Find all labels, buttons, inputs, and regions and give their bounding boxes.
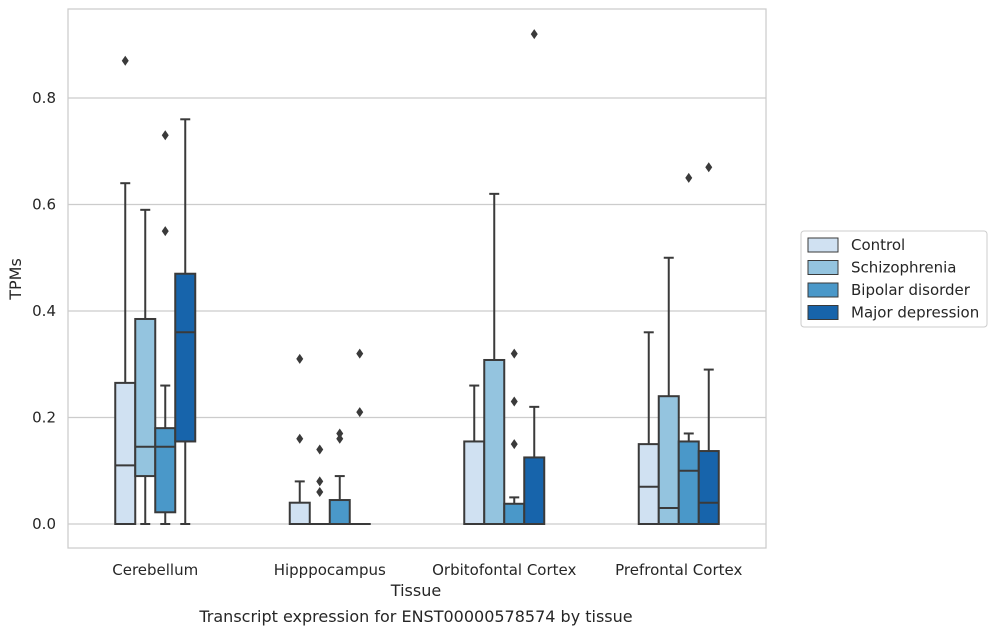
legend-swatch (807, 260, 839, 275)
legend-label: Bipolar disorder (851, 281, 971, 299)
box-0-1 (288, 353, 311, 526)
outlier-point (510, 348, 518, 359)
iqr-box (463, 440, 486, 525)
chart-caption: Transcript expression for ENST0000057857… (198, 607, 632, 626)
iqr-box (483, 358, 506, 525)
y-tick-label: 0.0 (32, 515, 56, 533)
box-2-3 (677, 172, 700, 525)
outlier-point (356, 348, 364, 359)
x-tick-label: Prefrontal Cortex (615, 561, 742, 579)
x-tick-label: Hipppocampus (274, 561, 386, 579)
outlier-point (510, 439, 518, 450)
legend-item: Control (807, 236, 905, 254)
outlier-point (356, 407, 364, 418)
iqr-box (328, 499, 351, 526)
iqr-box (677, 440, 700, 525)
box-0-3 (637, 331, 660, 525)
y-tick-label: 0.6 (32, 196, 56, 214)
legend-swatch (807, 237, 839, 253)
x-axis-ticks: Cerebellum Hipppocampus Orbitofontal Corte… (112, 561, 742, 579)
outlier-point (161, 130, 169, 141)
legend-swatch (807, 305, 839, 320)
y-tick-label: 0.2 (32, 409, 56, 427)
outlier-point (705, 162, 713, 173)
x-tick-label: Orbitofontal Cortex (432, 561, 576, 579)
legend-label: Schizophrenia (851, 259, 956, 277)
legend-item: Major depression (807, 304, 979, 322)
box-3-1 (348, 348, 371, 526)
box-0-0 (114, 55, 137, 526)
iqr-box (134, 317, 157, 478)
outlier-point (336, 428, 344, 439)
outlier-point (530, 29, 538, 40)
iqr-box (523, 456, 546, 525)
iqr-box (154, 427, 177, 514)
legend-swatch (807, 282, 839, 298)
x-tick-label: Cerebellum (112, 561, 198, 579)
box-1-3 (657, 256, 680, 526)
outlier-point (316, 487, 324, 498)
legend-item: Schizophrenia (807, 259, 956, 277)
iqr-box (503, 502, 526, 526)
box-0-2 (463, 384, 486, 525)
outlier-point (316, 444, 324, 455)
iqr-box (114, 381, 137, 526)
outlier-point (296, 353, 304, 364)
outlier-point (296, 433, 304, 444)
box-1-0 (134, 208, 157, 525)
iqr-box (697, 450, 720, 525)
outlier-point (161, 226, 169, 237)
y-axis-ticks: 0.0 0.2 0.4 0.6 0.8 (32, 89, 56, 533)
outlier-point (685, 172, 693, 183)
legend: Control Schizophrenia Bipolar disorder Majo… (800, 230, 988, 328)
outlier-point (510, 396, 518, 407)
plot-frame (67, 8, 767, 549)
box-2-1 (328, 428, 351, 526)
y-tick-label: 0.4 (32, 302, 56, 320)
iqr-box (174, 272, 197, 443)
box-1-2 (483, 192, 506, 525)
box-3-0 (174, 118, 197, 525)
box-3-2 (523, 29, 546, 525)
box-2-2 (503, 348, 526, 526)
iqr-box (657, 395, 680, 526)
outlier-point (336, 433, 344, 444)
box-1-1 (308, 444, 331, 526)
plot-area (114, 29, 720, 526)
x-axis-label: Tissue (390, 581, 441, 600)
box-3-3 (697, 162, 720, 525)
outlier-point (316, 476, 324, 487)
legend-label: Control (851, 236, 905, 254)
y-axis-label: TPMs (6, 258, 25, 301)
y-tick-label: 0.8 (32, 89, 56, 107)
iqr-box (288, 501, 311, 526)
legend-item: Bipolar disorder (807, 281, 971, 299)
outlier-point (121, 55, 129, 66)
iqr-box (637, 443, 660, 525)
legend-label: Major depression (851, 304, 979, 322)
legend-frame (800, 230, 988, 328)
box-2-0 (154, 130, 177, 525)
